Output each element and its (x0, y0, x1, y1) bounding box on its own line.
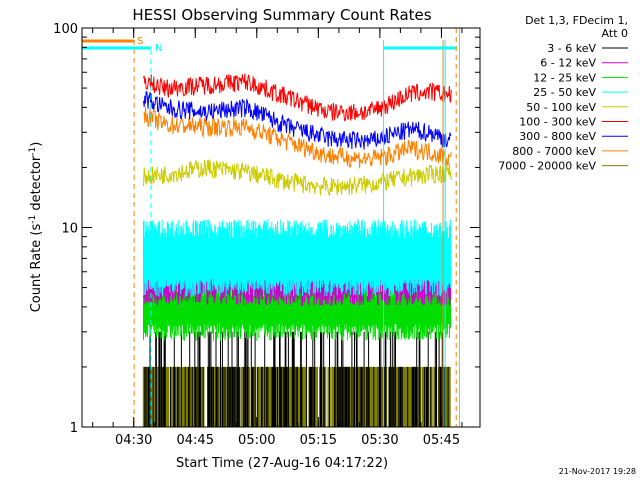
annotation-s: S (137, 36, 143, 47)
x-tick-label: 04:30 (115, 433, 152, 448)
x-tick-label: 05:45 (423, 433, 460, 448)
legend-label: 50 - 100 keV (526, 101, 596, 114)
x-tick-label: 05:00 (238, 433, 275, 448)
annotation-n: N (155, 43, 162, 54)
series-300-800-kev (143, 91, 452, 150)
legend-header-line1: Det 1,3, FDecim 1, (525, 14, 628, 27)
series-800-7000-kev (143, 107, 452, 169)
y-axis: 1 10 100 (53, 22, 480, 436)
x-tick-label: 05:30 (361, 433, 398, 448)
y-tick-label: 100 (53, 22, 78, 37)
x-tick-label: 05:15 (300, 433, 337, 448)
x-axis: 04:30 04:45 05:00 05:15 05:30 05:45 (92, 28, 463, 448)
y-axis-label: Count Rate (s-1 detector-1) (28, 142, 44, 313)
legend-label: 12 - 25 keV (533, 71, 596, 84)
y-tick-label: 10 (61, 222, 78, 237)
x-tick-label: 04:45 (177, 433, 214, 448)
legend-label: 300 - 800 keV (519, 130, 596, 143)
series-trace (143, 219, 452, 297)
state-markers: SN (82, 28, 460, 427)
series-trace (143, 73, 452, 122)
footer-date: 21-Nov-2017 19:28 (559, 467, 636, 476)
series-25-50-kev (143, 219, 452, 297)
legend-label: 800 - 7000 keV (512, 145, 596, 158)
y-tick-label: 1 (70, 421, 78, 436)
legend-label: 25 - 50 keV (533, 86, 596, 99)
series-50-100-kev (143, 159, 452, 196)
legend-label: 100 - 300 keV (519, 116, 596, 129)
legend-label: 6 - 12 keV (540, 57, 596, 70)
plot-data-layer: SN (82, 28, 460, 427)
legend-label: 3 - 6 keV (547, 42, 596, 55)
series-trace (143, 91, 452, 150)
legend: Det 1,3, FDecim 1, Att 0 3 - 6 keV 6 - 12… (498, 14, 628, 173)
x-axis-label: Start Time (27-Aug-16 04:17:22) (176, 456, 388, 471)
legend-label: 7000 - 20000 keV (498, 160, 596, 173)
chart-title: HESSI Observing Summary Count Rates (132, 6, 431, 24)
series-100-300-kev (143, 73, 452, 122)
legend-header-line2: Att 0 (602, 27, 628, 40)
series-trace (143, 159, 452, 196)
series-trace (143, 107, 452, 169)
